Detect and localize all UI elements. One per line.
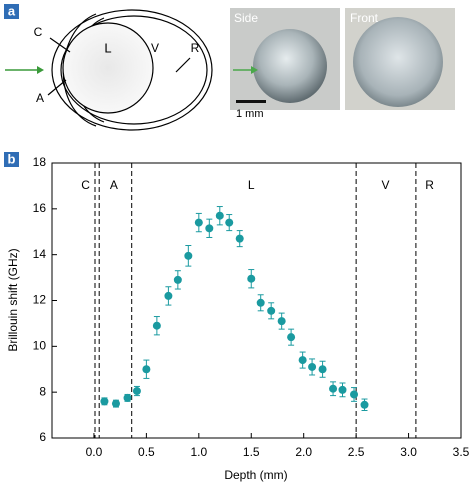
data-point (173, 275, 182, 284)
arrow-head (37, 66, 44, 74)
x-axis-label: Depth (mm) (224, 468, 287, 482)
data-point (308, 362, 317, 371)
plot-frame (51, 162, 462, 439)
data-point (287, 333, 296, 342)
data-point (194, 218, 203, 227)
region-label: R (425, 178, 434, 192)
data-point (184, 251, 193, 260)
eye-diagram (47, 9, 213, 131)
data-point (205, 224, 214, 233)
data-point (256, 298, 265, 307)
x-tick-label: 1.5 (243, 445, 260, 459)
photo-label: Front (350, 11, 379, 25)
region-label: A (110, 178, 118, 192)
data-point (350, 390, 359, 399)
data-point (235, 234, 244, 243)
pointer (49, 37, 71, 53)
scale-bar (236, 100, 266, 103)
data-point (277, 317, 286, 326)
pointer (47, 79, 67, 96)
y-tick-label: 18 (33, 155, 47, 169)
lens (62, 22, 154, 114)
region-label: V (381, 178, 389, 192)
x-tick-label: 1.0 (190, 445, 207, 459)
data-point (247, 274, 256, 283)
lens-photo (253, 29, 327, 103)
panel-label-box (4, 4, 19, 19)
y-tick-label: 12 (33, 293, 47, 307)
data-point (123, 393, 132, 402)
y-tick-label: 10 (33, 339, 47, 353)
diagram-label: C (34, 25, 43, 39)
data-point (329, 384, 338, 393)
y-tick-label: 14 (33, 247, 47, 261)
data-point (225, 218, 234, 227)
diagram-label: A (36, 91, 44, 105)
data-point (142, 365, 151, 374)
panel-label: a (8, 3, 16, 18)
x-tick-label: 2.0 (295, 445, 312, 459)
region-label: C (81, 178, 90, 192)
x-tick-label: 3.0 (400, 445, 417, 459)
y-tick-label: 8 (39, 384, 46, 398)
data-point (267, 306, 276, 315)
x-tick-label: 0.5 (138, 445, 155, 459)
data-point (360, 400, 369, 409)
eye-inner (60, 15, 208, 125)
photo-label: Side (234, 11, 258, 25)
data-point (338, 385, 347, 394)
eye-outer (51, 9, 213, 131)
pointer (175, 57, 191, 73)
data-point (318, 365, 327, 374)
diagram-label: V (151, 41, 159, 55)
data-point (152, 321, 161, 330)
data-point (164, 291, 173, 300)
diagram-label: R (191, 41, 200, 55)
x-tick-label: 0.0 (86, 445, 103, 459)
data-point (298, 356, 307, 365)
x-tick-label: 3.5 (453, 445, 470, 459)
data-point (132, 387, 141, 396)
data-point (215, 211, 224, 220)
arrow-head (251, 66, 258, 74)
data-point (111, 399, 120, 408)
panel-label-box (4, 152, 19, 167)
diagram-label: L (104, 40, 111, 55)
data-point (100, 397, 109, 406)
y-axis-label: Brillouin shift (GHz) (6, 248, 20, 351)
x-tick-label: 2.5 (348, 445, 365, 459)
y-tick-label: 6 (39, 430, 46, 444)
panel-label: b (8, 151, 16, 166)
scale-label: 1 mm (236, 108, 264, 120)
lens-photo (353, 17, 443, 107)
y-tick-label: 16 (33, 201, 47, 215)
region-label: L (248, 178, 255, 192)
